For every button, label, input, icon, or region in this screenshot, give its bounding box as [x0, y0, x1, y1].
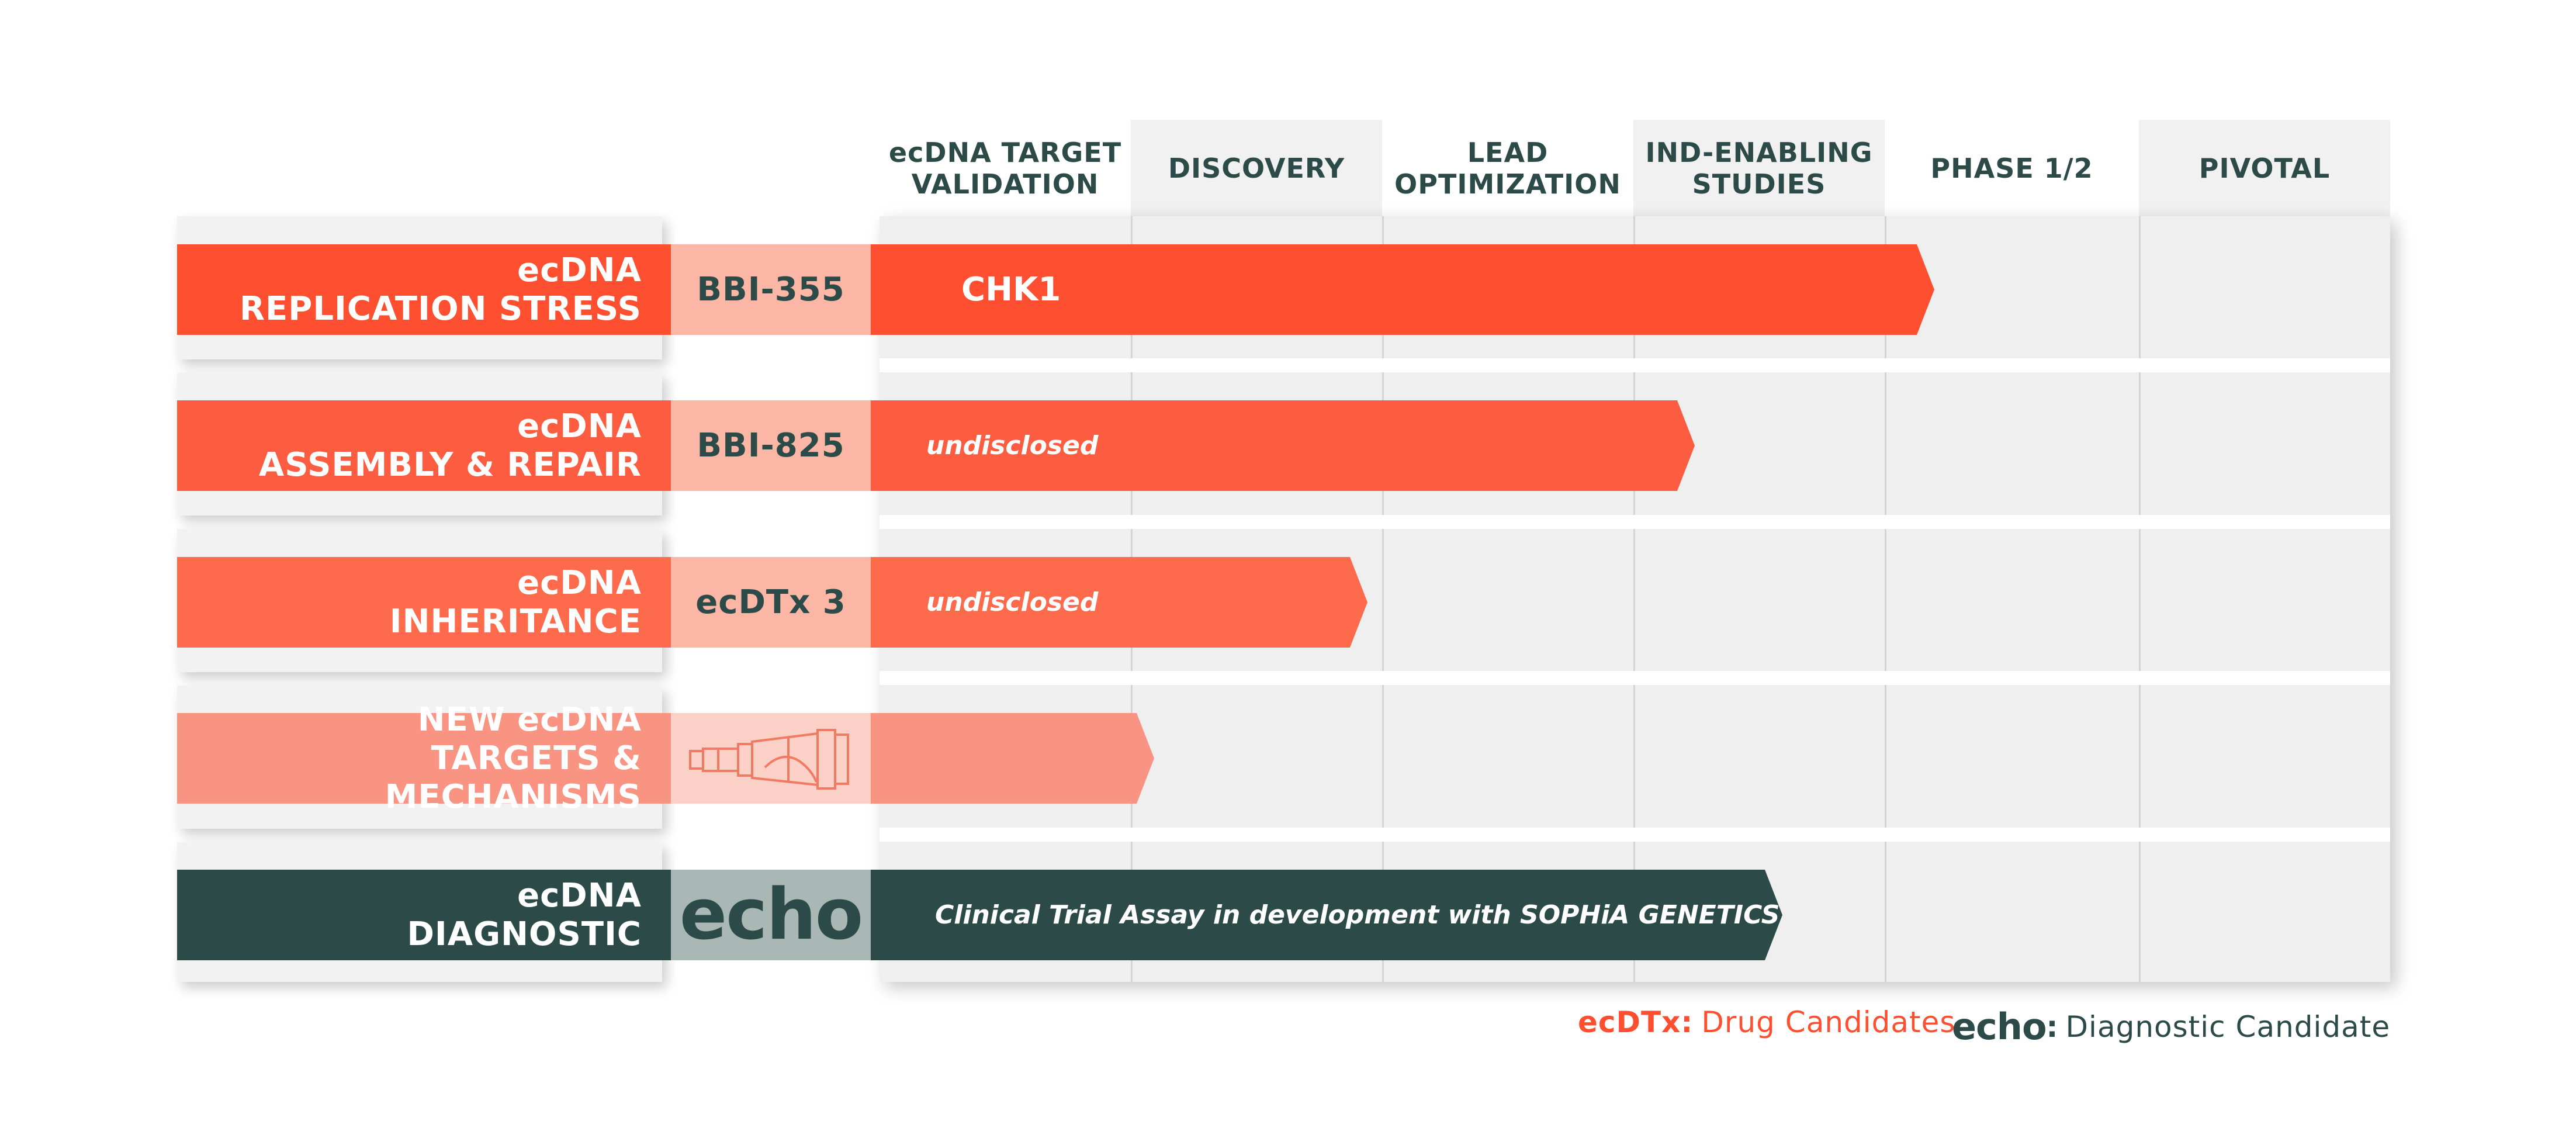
grid-divider: [1633, 216, 1635, 982]
telescope-icon: [689, 728, 849, 790]
program-bar-inheritance: undisclosed: [871, 557, 1367, 648]
row-gap: [880, 515, 2390, 529]
category-label: ecDNA DIAGNOSTIC: [407, 876, 642, 953]
row-gap: [880, 671, 2390, 685]
row-gap: [880, 828, 2390, 842]
legend-drug-label: Drug Candidates: [1701, 1005, 1956, 1039]
category-assembly-repair: ecDNA ASSEMBLY & REPAIR: [177, 400, 674, 491]
candidate-bbi-825: BBI-825: [671, 400, 871, 491]
category-diagnostic: ecDNA DIAGNOSTIC: [177, 870, 674, 960]
bar-arrow-shape: [871, 244, 1934, 335]
grid-divider: [2139, 216, 2141, 982]
program-bar-assembly-repair: undisclosed: [871, 400, 1695, 491]
category-replication-stress: ecDNA REPLICATION STRESS: [177, 244, 674, 335]
candidate-ecdtx-3: ecDTx 3: [671, 557, 871, 648]
program-bar-chk1: CHK1: [871, 244, 1934, 335]
bar-arrow-shape: [871, 557, 1367, 648]
legend-diag-label: Diagnostic Candidate: [2065, 1009, 2391, 1044]
bar-label: CHK1: [961, 271, 1061, 309]
category-label: ecDNA INHERITANCE: [389, 563, 642, 641]
program-bar-new-targets: [871, 713, 1154, 804]
candidate-echo-logo-box: echo: [671, 870, 871, 960]
grid-divider: [1885, 216, 1886, 982]
stage-header-lead-optimization: LEAD OPTIMIZATION: [1394, 136, 1621, 200]
category-inheritance: ecDNA INHERITANCE: [177, 557, 674, 648]
category-new-targets: NEW ecDNA TARGETS & MECHANISMS: [177, 701, 674, 816]
stage-header-discovery: DISCOVERY: [1131, 120, 1382, 216]
stage-header-phase-1-2: PHASE 1/2: [1930, 152, 2093, 184]
echo-logo: echo: [679, 874, 863, 956]
legend-diagnostic: echo : Diagnostic Candidate: [1952, 1005, 2390, 1048]
bar-label: Clinical Trial Assay in development with…: [935, 900, 1780, 930]
bar-label: undisclosed: [926, 431, 1099, 461]
stage-header-pivotal: PIVOTAL: [2139, 120, 2390, 216]
candidate-bbi-355: BBI-355: [671, 244, 871, 335]
grid-divider: [1382, 216, 1384, 982]
category-label: ecDNA ASSEMBLY & REPAIR: [258, 407, 642, 484]
legend-drug: ecDTx: Drug Candidates: [1578, 1005, 1955, 1039]
bar-arrow-shape: [871, 870, 1782, 960]
stage-header-target-validation: ecDNA TARGET VALIDATION: [888, 136, 1122, 200]
candidate-discovery-icon-box: [671, 713, 871, 804]
row-gap: [880, 358, 2390, 372]
legend-diag-key: :: [2046, 1009, 2059, 1044]
bar-label: undisclosed: [926, 587, 1099, 617]
category-label: ecDNA REPLICATION STRESS: [239, 251, 642, 328]
bar-arrow-shape: [871, 400, 1695, 491]
legend-drug-key: ecDTx:: [1578, 1005, 1694, 1039]
bar-arrow-shape: [871, 713, 1154, 804]
legend-echo-logo: echo: [1952, 1005, 2047, 1048]
stage-header-ind-enabling: IND-ENABLING STUDIES: [1633, 120, 1885, 216]
program-bar-diagnostic: Clinical Trial Assay in development with…: [871, 870, 1782, 960]
category-label: NEW ecDNA TARGETS & MECHANISMS: [385, 700, 642, 816]
